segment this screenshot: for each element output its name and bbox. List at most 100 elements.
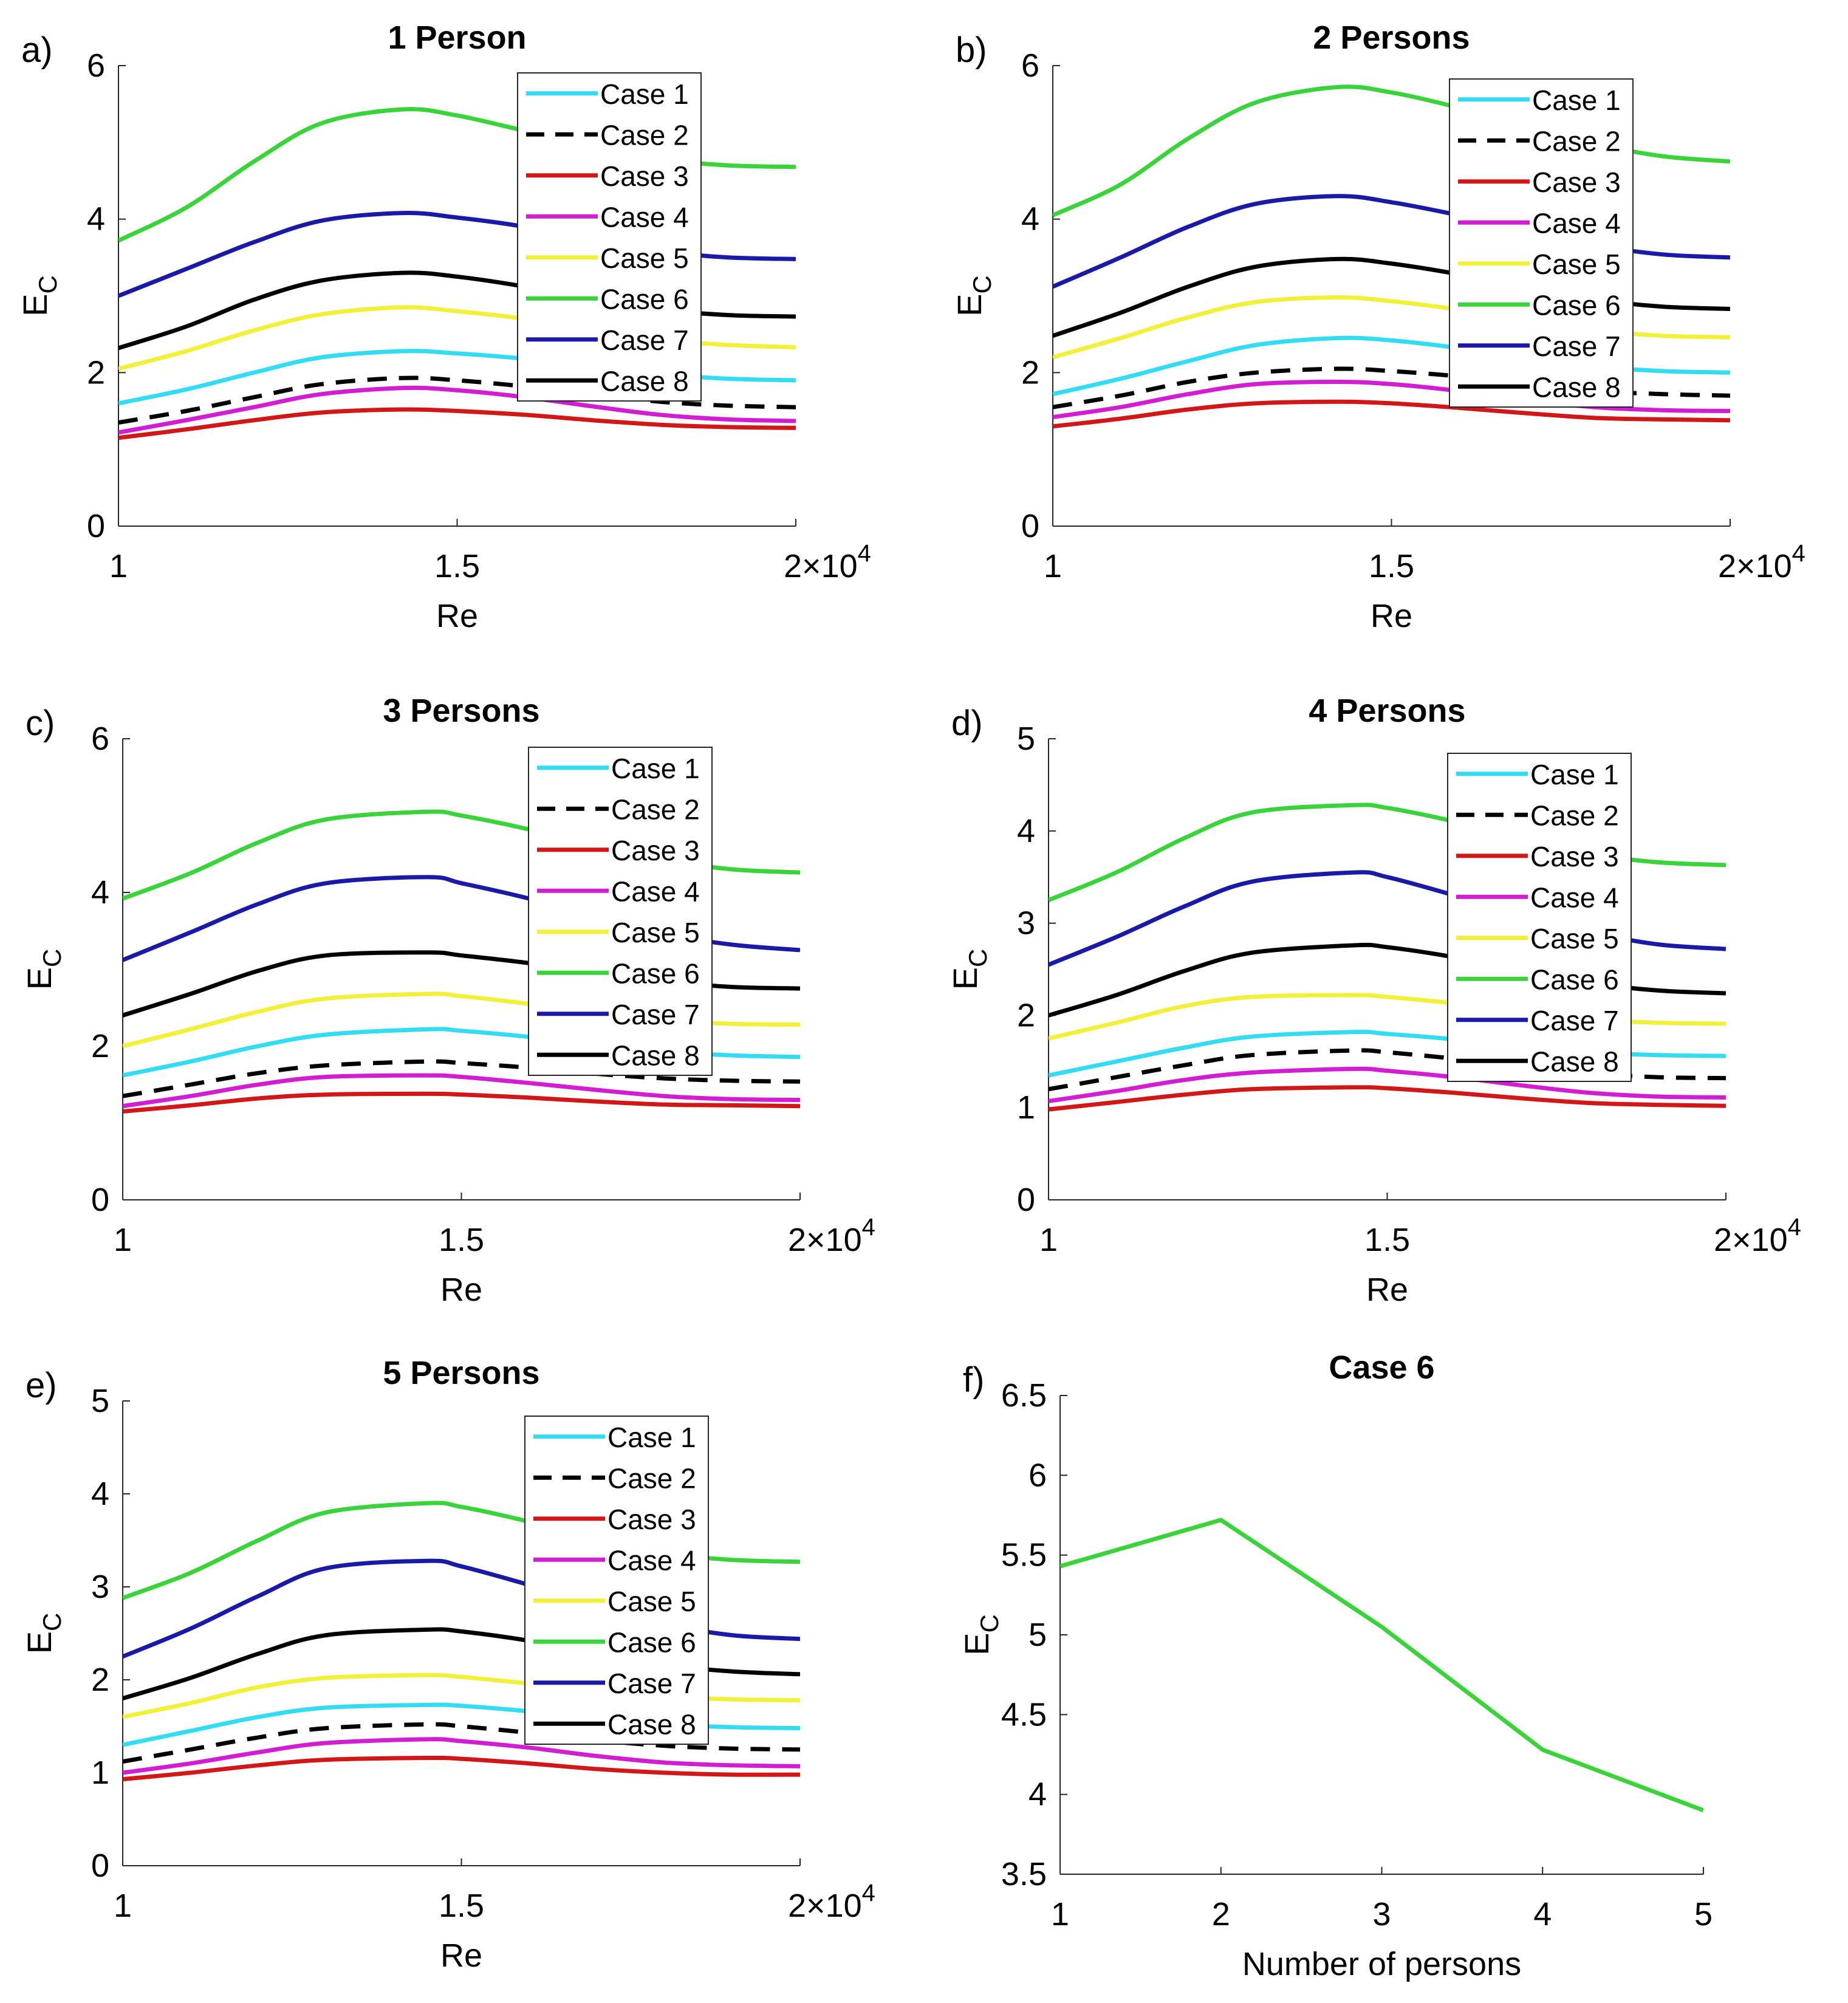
chart-title: 1 Person [388, 19, 526, 56]
legend-entry: Case 5 [611, 917, 700, 948]
y-tick-label: 5 [91, 1383, 109, 1419]
legend-entry: Case 3 [607, 1504, 696, 1535]
series-line-case-4 [123, 1073, 800, 1109]
x-tick-label: 1.5 [1364, 1222, 1410, 1258]
legend-entry: Case 4 [607, 1544, 696, 1576]
x-tick-label: 1 [114, 1888, 132, 1924]
legend-entry: Case 2 [1532, 125, 1621, 157]
x-tick-label: 2 [1212, 1896, 1230, 1933]
y-axis-label: EC [957, 1614, 1004, 1655]
legend-entry: Case 4 [600, 201, 689, 233]
series-group [1060, 1518, 1703, 1813]
y-tick-label: 0 [1021, 508, 1039, 544]
legend-entry: Case 4 [1532, 207, 1621, 239]
y-tick-label: 2 [91, 1662, 109, 1698]
series-line-case-3 [118, 407, 796, 440]
chart-title: Case 6 [1329, 1349, 1434, 1386]
legend-entry: Case 8 [1532, 371, 1621, 403]
legend-entry: Case 6 [600, 283, 689, 315]
legend-box [524, 1416, 709, 1745]
y-axis-label-subscript: C [963, 949, 992, 967]
x-exponent-base: 2×10 [788, 1888, 862, 1924]
y-tick-label: 4 [91, 1476, 109, 1512]
x-exponent-label: 2×104 [784, 540, 871, 584]
y-tick-label: 6 [87, 47, 105, 84]
y-axis-label-main: E [20, 1631, 58, 1654]
series-line-case-4 [1053, 380, 1730, 420]
legend-entry: Case 6 [1530, 964, 1619, 995]
y-tick-label: 3 [1017, 905, 1035, 942]
y-axis-label: EC [16, 275, 62, 317]
x-exponent-label: 2×104 [1714, 1214, 1801, 1258]
y-axis-label: EC [20, 949, 66, 990]
panel-letter: a) [21, 30, 53, 70]
legend-entry: Case 2 [1530, 799, 1619, 831]
y-tick-label: 4 [87, 201, 105, 238]
y-tick-label: 2 [1021, 354, 1039, 391]
y-tick-label: 1 [1017, 1089, 1035, 1126]
x-exponent-power: 4 [858, 540, 871, 567]
series-line-case-3 [123, 1091, 800, 1114]
y-axis-label-subscript: C [968, 275, 996, 293]
series-line-case-4 [123, 1737, 800, 1775]
legend-entry: Case 4 [1530, 882, 1619, 913]
legend-entry: Case 3 [600, 160, 689, 192]
legend-entry: Case 5 [607, 1586, 696, 1617]
legend-entry: Case 6 [611, 957, 700, 989]
legend-entry: Case 2 [611, 793, 700, 825]
legend-entry: Case 5 [600, 242, 689, 274]
legend-box [528, 747, 713, 1076]
y-tick-label: 4 [1017, 813, 1035, 849]
x-exponent-power: 4 [862, 1214, 875, 1241]
legend-entry: Case 1 [611, 753, 700, 784]
legend-entry: Case 7 [611, 999, 700, 1030]
legend-entry: Case 5 [1532, 248, 1621, 280]
x-tick-label: 5 [1694, 1896, 1713, 1933]
x-tick-label: 3 [1372, 1896, 1391, 1933]
y-tick-label: 2 [1017, 997, 1035, 1033]
legend-entry: Case 4 [611, 875, 700, 907]
y-axis-label-main: E [957, 1632, 996, 1655]
chart-title: 5 Persons [383, 1355, 539, 1391]
legend-entry: Case 8 [607, 1708, 696, 1740]
x-exponent-label: 2×104 [1718, 540, 1805, 584]
y-axis-label-subscript: C [38, 1613, 66, 1631]
legend-entry: Case 3 [611, 835, 700, 866]
x-axis-label: Re [1366, 1272, 1408, 1308]
legend-entry: Case 6 [607, 1626, 696, 1658]
y-axis-label: EC [950, 275, 996, 317]
x-tick-label: 1 [1051, 1896, 1069, 1933]
y-tick-label: 5.5 [1001, 1537, 1047, 1573]
x-exponent-base: 2×10 [1718, 548, 1792, 584]
chart-title: 3 Persons [383, 693, 539, 729]
panel-letter: b) [956, 30, 987, 70]
y-tick-label: 6.5 [1001, 1377, 1047, 1414]
x-tick-label: 1.5 [439, 1222, 484, 1258]
x-axis-label: Re [1371, 598, 1412, 634]
legend-entry: Case 8 [600, 365, 689, 397]
legend-entry: Case 1 [600, 78, 689, 110]
legend-entry: Case 8 [611, 1039, 700, 1071]
panel-letter: d) [951, 704, 983, 743]
legend-entry: Case 7 [1530, 1005, 1619, 1036]
y-tick-label: 0 [87, 508, 105, 544]
legend-entry: Case 3 [1532, 166, 1621, 198]
legend-entry: Case 2 [607, 1462, 696, 1494]
x-axis-label: Number of persons [1242, 1946, 1521, 1982]
x-axis-label: Re [440, 1937, 482, 1974]
y-tick-label: 2 [87, 354, 105, 391]
y-tick-label: 5 [1017, 721, 1035, 757]
y-tick-label: 6 [1021, 47, 1039, 84]
y-tick-label: 0 [1017, 1182, 1035, 1218]
x-exponent-base: 2×10 [784, 548, 858, 584]
y-tick-label: 5 [1028, 1617, 1047, 1653]
y-axis-label-subscript: C [975, 1614, 1004, 1632]
y-tick-label: 4 [1021, 201, 1039, 238]
x-exponent-base: 2×10 [788, 1222, 862, 1258]
x-tick-label: 1 [109, 548, 128, 584]
x-exponent-label: 2×104 [788, 1880, 875, 1924]
